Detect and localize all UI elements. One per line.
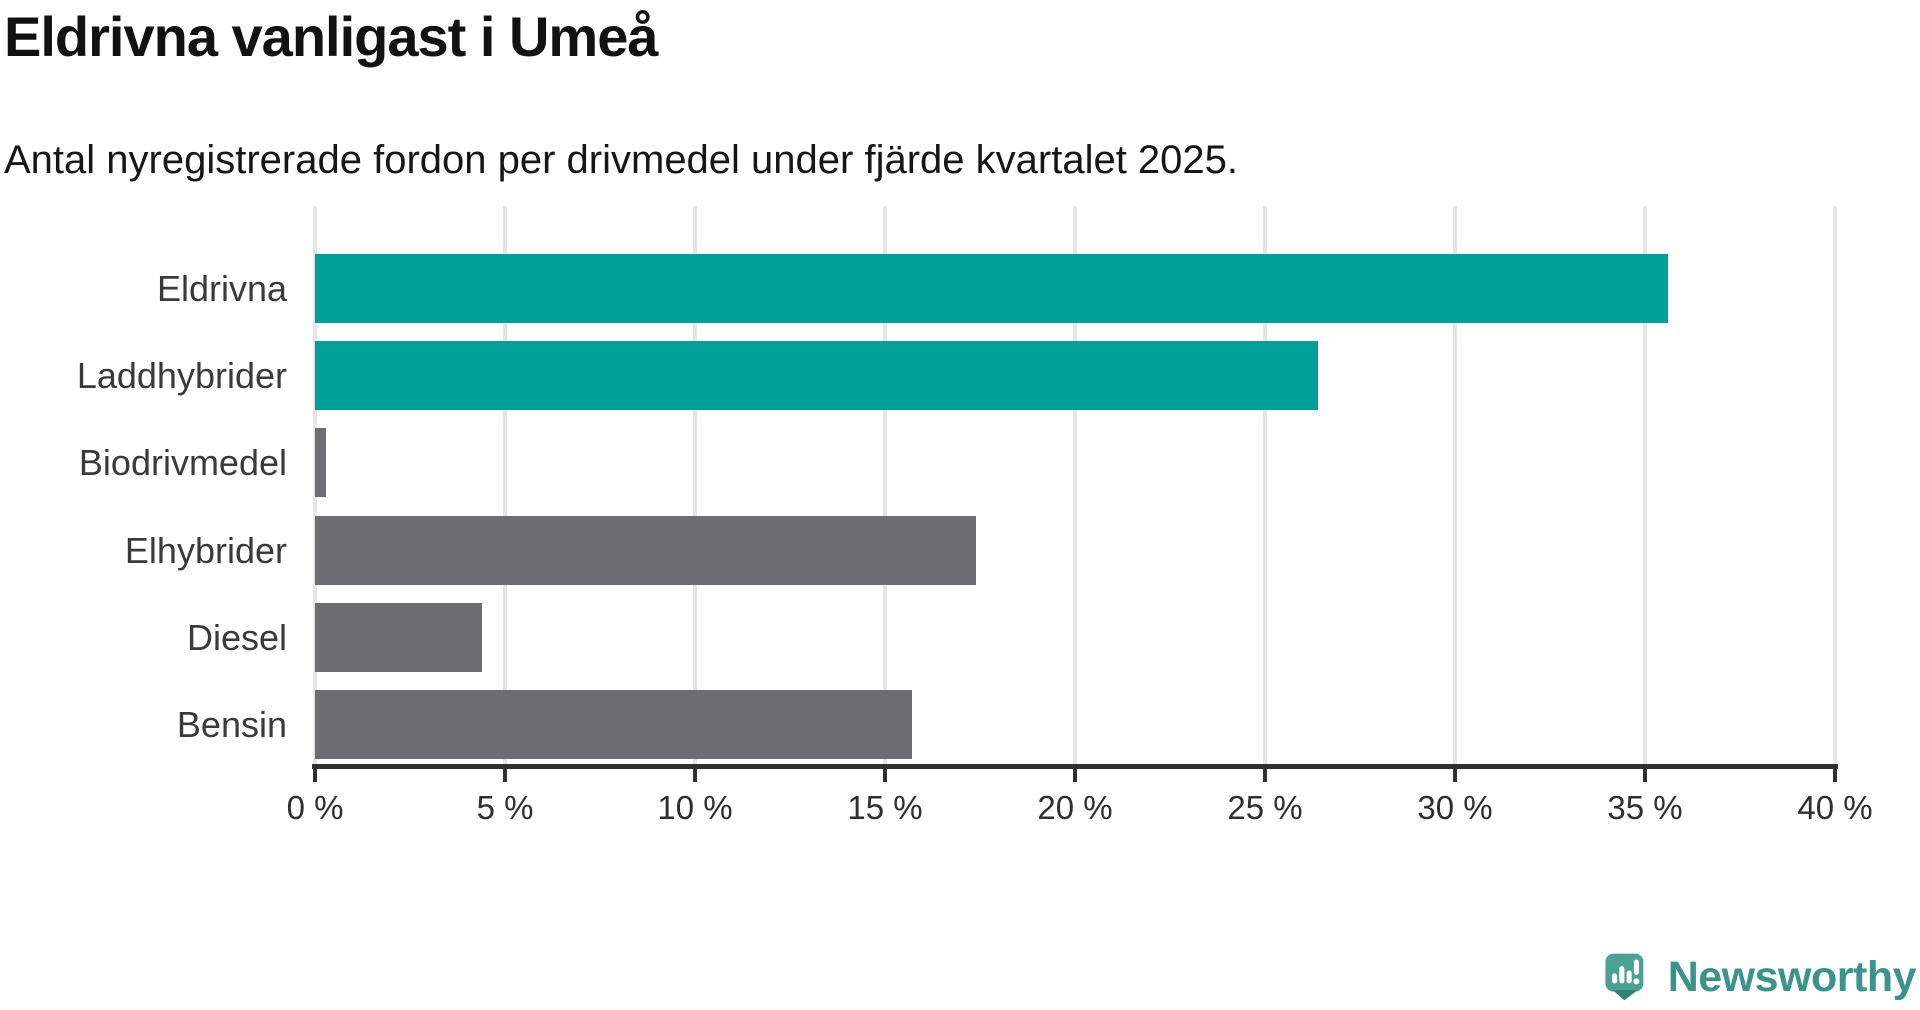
x-axis-tick [883,769,887,782]
bar-elhybrider [315,515,977,585]
x-tick-label: 25 % [1227,789,1303,826]
bar-bensin [315,690,912,759]
category-label: Elhybrider [124,529,287,571]
newsworthy-logo: Newsworthy [1604,946,1917,1008]
chart-subtitle: Antal nyregistrerade fordon per drivmede… [4,138,1239,182]
bar-laddhybrider [315,341,1319,411]
x-tick-label: 20 % [1037,789,1113,826]
x-axis-tick [1833,769,1837,782]
x-tick-label: 10 % [657,789,733,826]
category-label: Bensin [176,704,287,745]
gridline [503,206,507,764]
category-label: Biodrivmedel [78,442,287,484]
bar-biodrivmedel [315,428,327,498]
x-axis-tick [313,769,317,782]
gridline [883,206,887,764]
x-axis-tick [503,769,507,782]
gridline [693,206,697,764]
category-label: Diesel [186,616,287,658]
chart-title: Eldrivna vanligast i Umeå [4,5,658,68]
category-label: Eldrivna [156,268,287,309]
newsworthy-speech-bubble-chart-icon [1605,953,1644,1001]
x-tick-label: 15 % [847,789,923,826]
x-tick-label: 35 % [1607,789,1683,826]
gridline [1263,206,1267,764]
brand-name: Newsworthy [1667,952,1917,1001]
gridline [1833,206,1837,764]
x-axis-tick [1263,769,1267,782]
x-tick-label: 0 % [286,789,344,826]
x-tick-label: 5 % [476,789,534,826]
gridline [1453,206,1457,764]
gridline [1643,206,1647,764]
x-tick-label: 30 % [1417,789,1493,826]
x-axis-tick [1073,769,1077,782]
x-axis-line [312,764,1838,769]
x-tick-label: 40 % [1797,789,1873,826]
category-label: Laddhybrider [76,355,287,397]
x-axis-tick [693,769,697,782]
x-axis-tick [1643,769,1647,782]
gridline [1073,206,1077,764]
bar-eldrivna [315,254,1668,323]
bar-diesel [315,602,483,672]
x-axis-tick [1453,769,1457,782]
